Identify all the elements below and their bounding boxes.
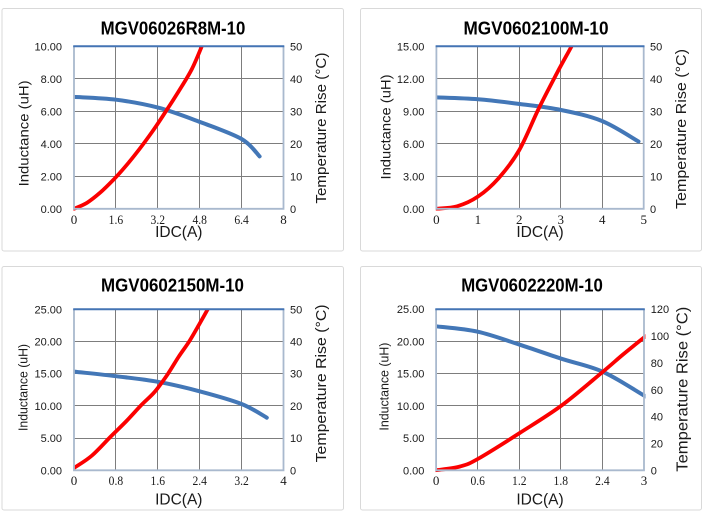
- svg-text:20: 20: [650, 139, 662, 151]
- svg-text:5: 5: [640, 212, 647, 227]
- svg-text:3.00: 3.00: [403, 171, 424, 183]
- svg-text:Temperature Rise (°C): Temperature Rise (°C): [314, 53, 330, 204]
- svg-text:1.6: 1.6: [151, 473, 166, 488]
- svg-text:15.00: 15.00: [397, 369, 425, 381]
- svg-text:5.00: 5.00: [41, 433, 62, 445]
- svg-text:10.00: 10.00: [34, 41, 62, 53]
- svg-text:0: 0: [650, 204, 656, 216]
- svg-text:0.00: 0.00: [41, 204, 62, 216]
- svg-text:Temperature Rise (°C): Temperature Rise (°C): [673, 49, 690, 209]
- svg-text:40: 40: [290, 337, 302, 349]
- svg-text:10: 10: [290, 171, 302, 183]
- svg-text:MGV06026R8M-10: MGV06026R8M-10: [101, 18, 246, 39]
- svg-text:20: 20: [651, 438, 663, 450]
- svg-text:0: 0: [433, 212, 440, 227]
- svg-text:6.00: 6.00: [41, 106, 62, 118]
- svg-text:IDC(A): IDC(A): [516, 492, 563, 509]
- svg-text:0: 0: [290, 204, 296, 216]
- svg-text:40: 40: [650, 74, 662, 86]
- svg-text:3.2: 3.2: [151, 212, 166, 227]
- svg-text:MGV0602220M-10: MGV0602220M-10: [461, 275, 603, 296]
- svg-text:Inductance (uH): Inductance (uH): [17, 344, 31, 431]
- svg-text:30: 30: [290, 369, 302, 381]
- svg-text:4.8: 4.8: [192, 212, 207, 227]
- svg-text:3: 3: [641, 473, 648, 488]
- svg-text:IDC(A): IDC(A): [155, 492, 202, 509]
- svg-text:Inductance (uH): Inductance (uH): [378, 343, 392, 431]
- svg-text:10.00: 10.00: [34, 401, 62, 413]
- svg-text:MGV0602100M-10: MGV0602100M-10: [464, 18, 609, 39]
- svg-text:IDC(A): IDC(A): [155, 224, 202, 241]
- svg-text:40: 40: [290, 74, 302, 86]
- svg-text:4: 4: [599, 212, 606, 227]
- svg-text:20.00: 20.00: [34, 337, 62, 349]
- svg-text:IDC(A): IDC(A): [516, 224, 563, 241]
- svg-text:MGV0602150M-10: MGV0602150M-10: [101, 275, 244, 296]
- svg-text:0.8: 0.8: [109, 473, 124, 488]
- svg-text:12.00: 12.00: [397, 74, 425, 86]
- svg-text:3.2: 3.2: [234, 473, 249, 488]
- svg-text:9.00: 9.00: [403, 106, 424, 118]
- svg-text:0: 0: [71, 473, 78, 488]
- svg-text:15.00: 15.00: [397, 41, 425, 53]
- svg-text:0: 0: [433, 473, 440, 488]
- svg-text:0: 0: [71, 212, 78, 227]
- svg-text:Inductance (uH): Inductance (uH): [16, 80, 32, 186]
- svg-text:8: 8: [280, 212, 287, 227]
- svg-text:0.00: 0.00: [403, 465, 424, 477]
- svg-text:2.4: 2.4: [192, 473, 207, 488]
- svg-text:10: 10: [290, 433, 302, 445]
- svg-text:6.4: 6.4: [234, 212, 249, 227]
- svg-text:Temperature Rise (°C): Temperature Rise (°C): [313, 304, 330, 462]
- svg-text:15.00: 15.00: [34, 369, 62, 381]
- svg-text:2: 2: [516, 212, 523, 227]
- svg-text:50: 50: [290, 41, 302, 53]
- svg-text:30: 30: [650, 106, 662, 118]
- svg-text:1.2: 1.2: [512, 473, 527, 488]
- svg-text:120: 120: [651, 304, 669, 316]
- svg-text:25.00: 25.00: [34, 304, 62, 316]
- svg-text:20.00: 20.00: [397, 336, 425, 348]
- svg-text:4.00: 4.00: [41, 139, 62, 151]
- svg-text:5.00: 5.00: [403, 433, 424, 445]
- svg-text:6.00: 6.00: [403, 139, 424, 151]
- svg-text:2.4: 2.4: [595, 473, 610, 488]
- svg-text:10.00: 10.00: [397, 401, 425, 413]
- svg-text:0: 0: [651, 465, 657, 477]
- svg-text:3: 3: [558, 212, 565, 227]
- svg-text:Temperature Rise (°C): Temperature Rise (°C): [675, 307, 692, 472]
- svg-text:4: 4: [280, 473, 287, 488]
- svg-text:80: 80: [651, 358, 663, 370]
- svg-text:1.6: 1.6: [109, 212, 124, 227]
- svg-text:20: 20: [290, 401, 302, 413]
- svg-text:25.00: 25.00: [397, 304, 425, 316]
- svg-text:20: 20: [290, 139, 302, 151]
- svg-text:8.00: 8.00: [41, 74, 62, 86]
- svg-text:30: 30: [290, 106, 302, 118]
- svg-text:1: 1: [475, 212, 482, 227]
- svg-text:2.00: 2.00: [41, 171, 62, 183]
- svg-text:1.8: 1.8: [554, 473, 569, 488]
- svg-text:50: 50: [290, 304, 302, 316]
- svg-text:60: 60: [651, 385, 663, 397]
- svg-text:100: 100: [651, 331, 669, 343]
- svg-text:0: 0: [290, 465, 296, 477]
- svg-text:10: 10: [650, 171, 662, 183]
- svg-text:Inductance (uH): Inductance (uH): [378, 75, 394, 180]
- svg-text:0.00: 0.00: [41, 465, 62, 477]
- svg-text:50: 50: [650, 41, 662, 53]
- svg-text:0.6: 0.6: [470, 473, 485, 488]
- svg-text:0.00: 0.00: [403, 204, 424, 216]
- svg-text:40: 40: [651, 412, 663, 424]
